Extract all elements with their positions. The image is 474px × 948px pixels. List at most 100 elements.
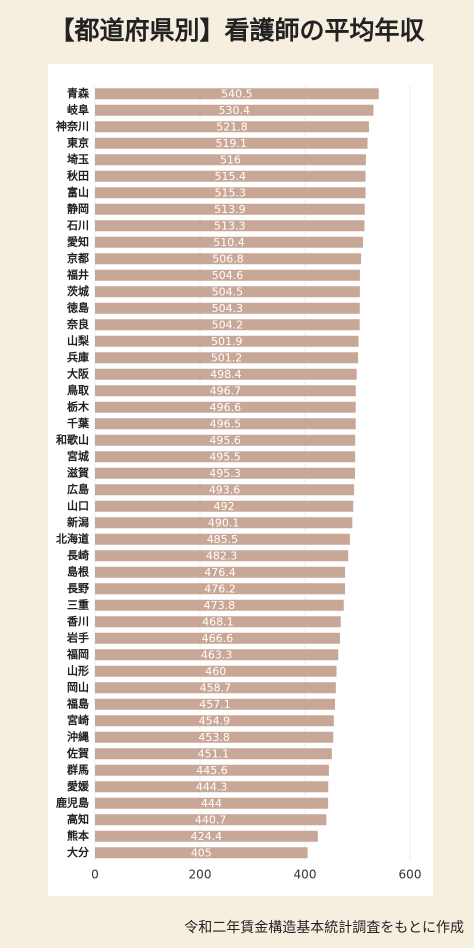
value-label: 501.2 xyxy=(211,351,243,364)
value-label: 451.1 xyxy=(198,747,230,760)
value-label: 454.9 xyxy=(199,714,231,727)
y-tick-label: 秋田 xyxy=(67,168,89,182)
y-tick-label: 埼玉 xyxy=(67,152,89,166)
y-tick-label: 神奈川 xyxy=(56,119,89,133)
y-tick-label: 愛知 xyxy=(67,234,89,248)
y-tick-label: 福岡 xyxy=(66,647,89,661)
y-tick-label: 宮城 xyxy=(67,449,89,463)
y-tick-label: 京都 xyxy=(67,251,89,265)
bar xyxy=(95,632,340,644)
y-tick-label: 山梨 xyxy=(67,333,90,347)
bar xyxy=(95,137,368,149)
y-tick-label: 長野 xyxy=(67,582,89,595)
bar xyxy=(95,665,337,677)
y-tick-label: 茨城 xyxy=(67,284,89,298)
value-label: 504.2 xyxy=(212,318,244,331)
value-label: 457.1 xyxy=(199,698,231,711)
value-label: 473.8 xyxy=(204,599,236,612)
value-label: 466.6 xyxy=(202,632,234,645)
bar xyxy=(95,286,360,298)
bar xyxy=(95,550,349,562)
y-tick-label: 富山 xyxy=(67,185,89,199)
value-label: 482.3 xyxy=(206,549,238,562)
y-tick-label: 大阪 xyxy=(67,366,90,380)
bar xyxy=(95,451,356,463)
value-label: 492 xyxy=(214,500,235,513)
y-tick-label: 熊本 xyxy=(67,828,89,842)
y-tick-label: 三重 xyxy=(67,597,89,611)
bar xyxy=(95,814,327,826)
y-tick-label: 北海道 xyxy=(56,531,89,545)
value-label: 513.9 xyxy=(214,203,246,216)
bar xyxy=(95,847,308,859)
bar xyxy=(95,319,360,331)
value-label: 504.6 xyxy=(212,269,244,282)
bar xyxy=(95,269,360,281)
value-label: 496.7 xyxy=(210,384,242,397)
y-tick-label: 愛媛 xyxy=(67,779,90,793)
bar xyxy=(95,170,366,182)
bar xyxy=(95,385,356,397)
bar xyxy=(95,121,369,133)
y-tick-label: 千葉 xyxy=(67,416,90,430)
bar xyxy=(95,764,329,776)
x-tick-label: 400 xyxy=(294,868,317,882)
bar xyxy=(95,302,360,314)
value-label: 513.3 xyxy=(214,219,246,232)
y-tick-label: 岡山 xyxy=(67,680,89,694)
y-tick-label: 島根 xyxy=(67,564,90,578)
y-tick-label: 福井 xyxy=(66,267,89,281)
value-label: 453.8 xyxy=(198,731,230,744)
value-label: 444 xyxy=(201,797,222,810)
bar xyxy=(95,104,374,116)
x-tick-label: 600 xyxy=(399,868,422,882)
y-tick-label: 山口 xyxy=(67,498,89,512)
y-tick-label: 大分 xyxy=(67,845,89,859)
bar xyxy=(95,781,329,793)
y-tick-label: 奈良 xyxy=(66,317,89,331)
y-tick-label: 静岡 xyxy=(67,201,89,215)
bar xyxy=(95,484,355,496)
y-tick-label: 長崎 xyxy=(67,548,89,562)
value-label: 440.7 xyxy=(195,813,227,826)
value-label: 506.8 xyxy=(212,252,244,265)
value-label: 510.4 xyxy=(213,236,245,249)
y-tick-label: 群馬 xyxy=(66,762,89,776)
bar xyxy=(95,583,346,595)
value-label: 516 xyxy=(220,153,241,166)
y-tick-label: 高知 xyxy=(67,812,89,826)
value-label: 485.5 xyxy=(207,533,239,546)
y-tick-label: 広島 xyxy=(67,482,89,496)
y-tick-label: 鳥取 xyxy=(67,383,89,397)
bar xyxy=(95,434,356,446)
chart-title: 【都道府県別】看護師の平均年収 xyxy=(49,16,425,45)
bar xyxy=(95,649,339,661)
y-tick-label: 香川 xyxy=(66,614,89,628)
bar xyxy=(95,731,334,743)
y-tick-label: 新潟 xyxy=(67,515,89,529)
y-tick-label: 兵庫 xyxy=(67,350,89,364)
value-label: 498.4 xyxy=(210,368,242,381)
value-label: 496.5 xyxy=(210,417,242,430)
value-label: 445.6 xyxy=(196,764,228,777)
bar xyxy=(95,88,379,100)
value-label: 460 xyxy=(205,665,226,678)
bar xyxy=(95,368,357,380)
x-tick-label: 0 xyxy=(91,868,99,882)
value-label: 463.3 xyxy=(201,648,233,661)
bar xyxy=(95,616,341,628)
value-label: 468.1 xyxy=(202,615,234,628)
y-tick-label: 滋賀 xyxy=(67,465,89,479)
value-label: 405 xyxy=(191,846,212,859)
y-tick-label: 福島 xyxy=(66,696,89,710)
bar xyxy=(95,682,336,694)
bar xyxy=(95,203,365,215)
bar xyxy=(95,566,346,578)
y-tick-label: 宮崎 xyxy=(67,713,89,727)
value-label: 476.2 xyxy=(204,582,236,595)
y-tick-label: 東京 xyxy=(67,135,89,149)
value-label: 496.6 xyxy=(210,401,242,414)
value-label: 495.5 xyxy=(209,450,241,463)
bar xyxy=(95,253,362,265)
value-label: 515.4 xyxy=(215,170,247,183)
